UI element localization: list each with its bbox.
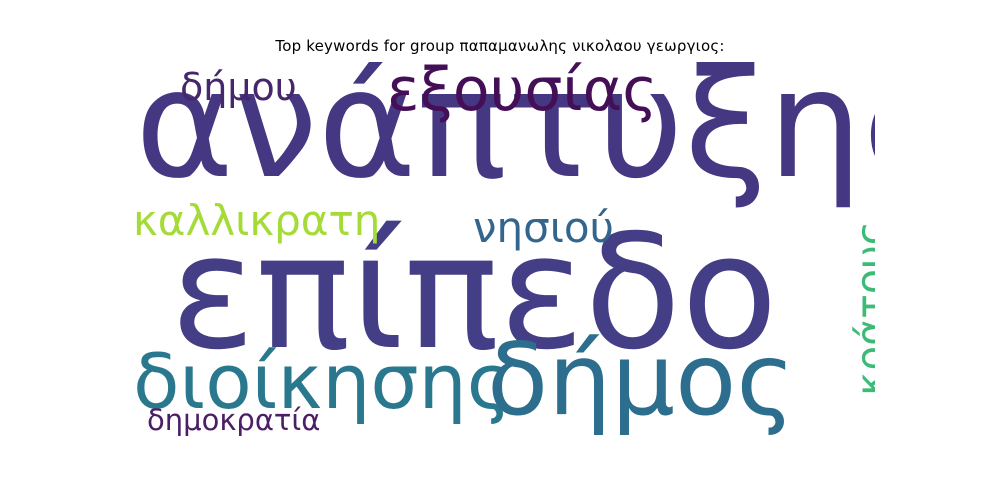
word-cloud: ανάπτυξης επίπεδο διοίκησης δήμος εξουσί… bbox=[125, 62, 875, 440]
word-dimokratia: δημοκρατία bbox=[147, 406, 320, 435]
word-kallikratis: καλλικρατη bbox=[133, 200, 380, 242]
word-dimou: δήμου bbox=[180, 68, 297, 106]
word-exousias: εξουσίας bbox=[387, 62, 657, 120]
word-kratous: κράτους bbox=[851, 221, 875, 396]
word-nisiou: νησιού bbox=[473, 207, 614, 249]
word-dimos: δήμος bbox=[487, 330, 795, 430]
chart-title: Top keywords for group παπαμανωλης νικολ… bbox=[0, 37, 1000, 55]
